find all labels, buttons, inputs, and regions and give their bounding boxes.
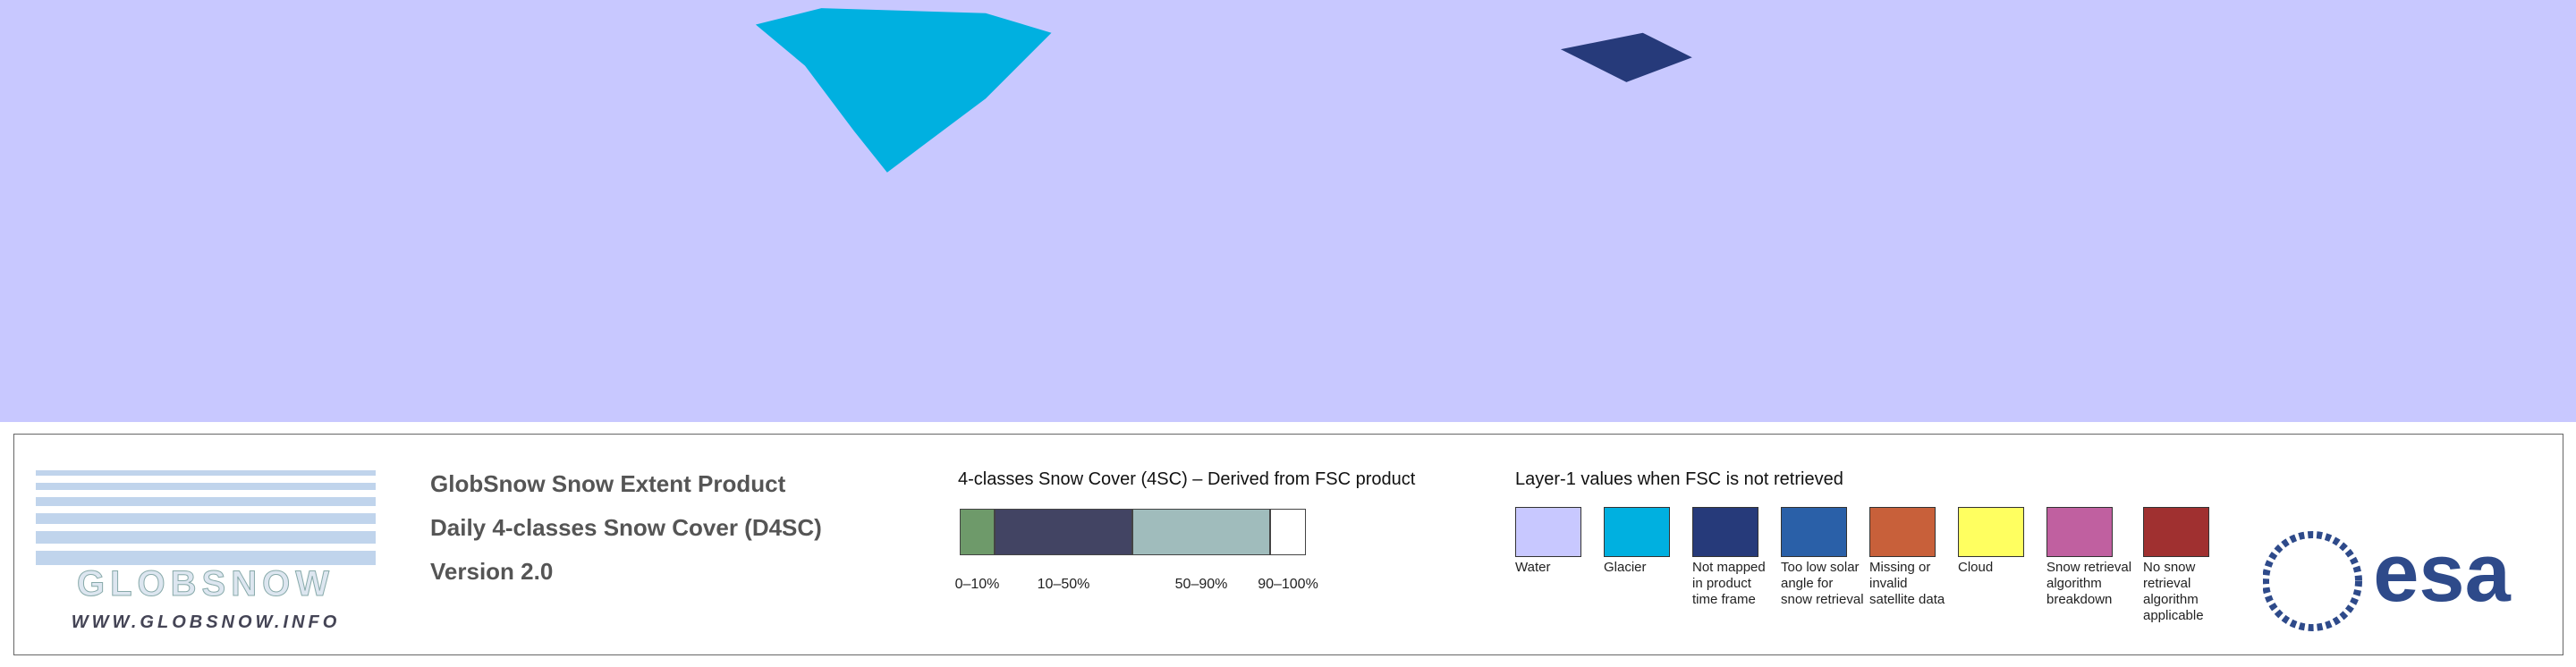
globsnow-logo: GLOBSNOW WWW.GLOBSNOW.INFO (36, 470, 376, 632)
title: GlobSnow Snow Extent Product (430, 470, 786, 497)
legend-label: Too low solar angle for snow retrieval (1781, 560, 1864, 607)
class-label: 50–90% (1174, 577, 1228, 592)
legend-panel (13, 434, 2563, 655)
class-swatch (1270, 509, 1306, 555)
version: Version 2.0 (430, 558, 554, 585)
legend-label: Cloud (1958, 560, 1994, 575)
greenland (755, 8, 1052, 173)
legend-swatch (1604, 507, 1670, 557)
product: Daily 4-classes Snow Cover (D4SC) (430, 514, 822, 541)
logo-name: GLOBSNOW (77, 564, 335, 604)
legend-label: Missing or invalid satellite data (1869, 560, 1945, 607)
class-label: 10–50% (1037, 577, 1090, 592)
ocean (0, 0, 2576, 422)
legend-label: Not mapped in product time frame (1692, 560, 1766, 607)
esa-text: esa (2373, 528, 2511, 619)
esa-logo: esa (2263, 528, 2512, 631)
legend-swatch (2143, 507, 2209, 557)
class-swatch (960, 509, 995, 555)
legend-swatch (1781, 507, 1847, 557)
legend-swatch (1958, 507, 2024, 557)
legend-label: Snow retrieval algorithm breakdown (2046, 560, 2132, 607)
map (0, 0, 2576, 422)
snow-legend-title: 4-classes Snow Cover (4SC) – Derived fro… (958, 469, 1416, 489)
legend-label: No snow retrieval algorithm applicable (2143, 560, 2204, 623)
island (1560, 32, 1692, 82)
legend-swatch (1515, 507, 1581, 557)
class-label: 90–100% (1258, 577, 1318, 592)
class-swatch (1132, 509, 1270, 555)
class-swatch (995, 509, 1132, 555)
legend-swatch (1692, 507, 1758, 557)
legend-label: Glacier (1604, 560, 1647, 575)
logo-url: WWW.GLOBSNOW.INFO (72, 612, 341, 632)
legend-label: Water (1515, 560, 1551, 575)
layer1-title: Layer-1 values when FSC is not retrieved (1515, 469, 1843, 489)
legend-swatch (1869, 507, 1936, 557)
legend-swatch (2046, 507, 2113, 557)
class-label: 0–10% (954, 577, 1000, 592)
